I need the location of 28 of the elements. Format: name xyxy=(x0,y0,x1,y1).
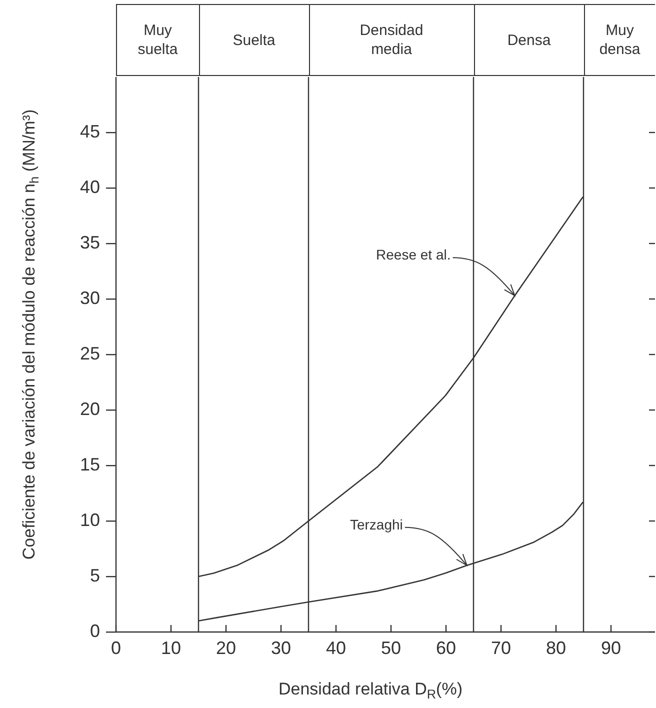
y-tick-label: 0 xyxy=(90,620,100,641)
text: Muy suelta xyxy=(138,21,178,59)
y-tick-label: 35 xyxy=(80,232,100,252)
x-tick-label: 10 xyxy=(160,638,182,658)
y-tick-label: 45 xyxy=(80,121,100,142)
x-tick-label: 50 xyxy=(380,638,402,658)
y-tick-label: 40 xyxy=(80,176,100,197)
annotation: Reese et al. xyxy=(376,246,451,263)
annotation: Terzaghi xyxy=(350,516,403,532)
x-tick-label: 40 xyxy=(326,638,346,658)
x-tick-label: 0 xyxy=(110,638,122,658)
y-tick-label: 10 xyxy=(80,510,100,530)
y-tick-label: 25 xyxy=(80,343,100,364)
x-tick-label: 30 xyxy=(270,638,292,658)
y-tick-label: 20 xyxy=(80,398,100,419)
x-tick-label: 60 xyxy=(436,638,456,658)
y-tick-label: 30 xyxy=(80,288,100,308)
y-tick-label: 5 xyxy=(90,565,100,586)
y-axis-title: Coeficiente de variación del módulo de reacción nh (MN/m³) xyxy=(20,109,42,560)
x-tick-label: 90 xyxy=(600,638,622,658)
text: Muy densa xyxy=(599,21,640,59)
text: Suelta xyxy=(232,30,276,50)
text: Densa xyxy=(507,30,551,50)
x-tick-label: 70 xyxy=(490,638,512,658)
x-tick-label: 80 xyxy=(546,638,566,658)
y-tick-label: 15 xyxy=(80,454,100,474)
x-tick-label: 20 xyxy=(216,638,236,658)
text: Densidad media xyxy=(360,21,424,59)
